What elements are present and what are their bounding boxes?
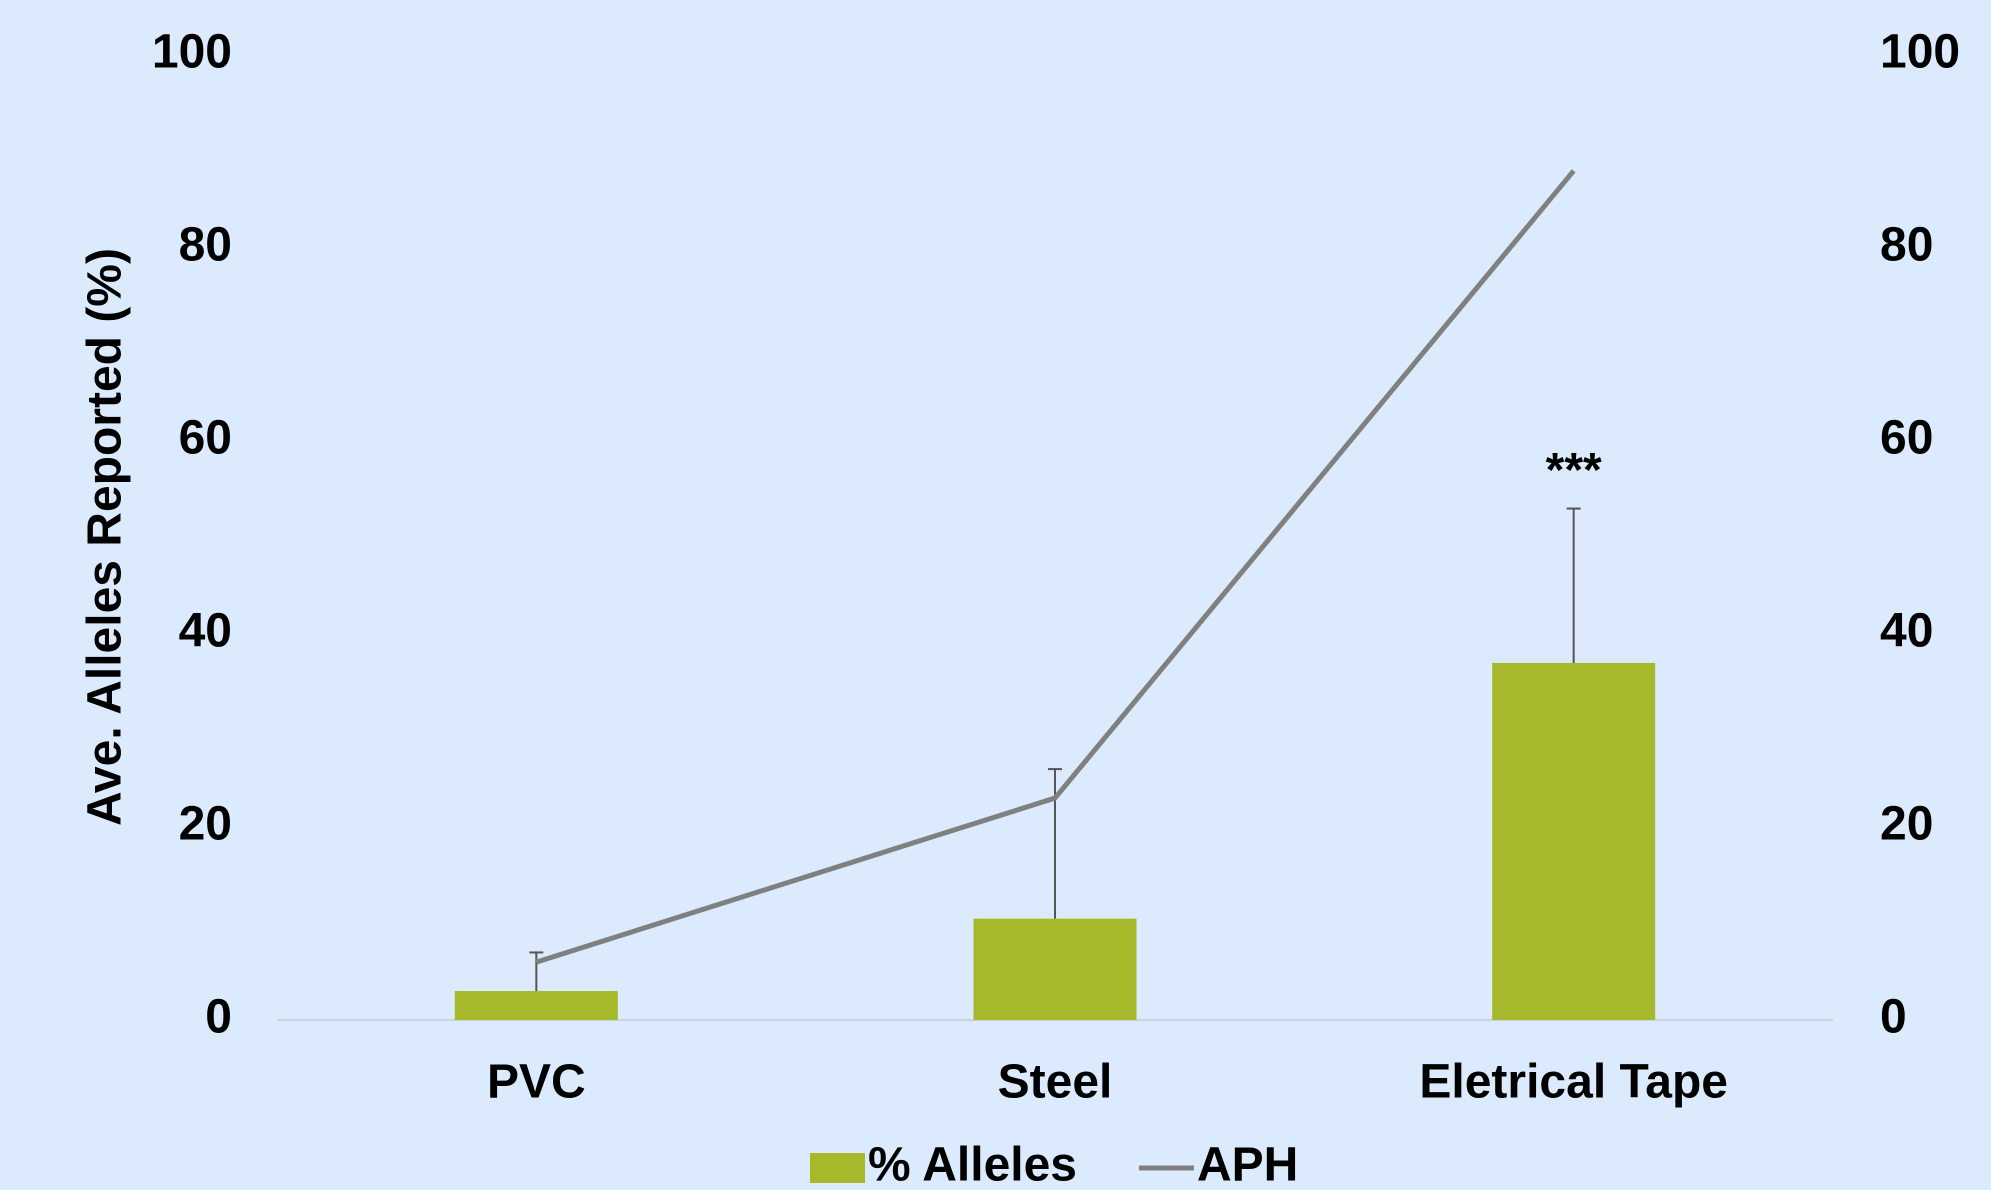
line-series	[535, 169, 1576, 965]
bar	[454, 991, 618, 1020]
y2-tick-label: 100	[1880, 26, 1960, 79]
legend-swatch	[810, 1153, 865, 1183]
x-tick-label: Steel	[998, 1056, 1113, 1109]
y2-tick-label: 80	[1880, 219, 1933, 272]
y2-tick-label: 60	[1880, 412, 1933, 465]
y-tick-label: 80	[179, 219, 232, 272]
y2-tick-label: 20	[1880, 798, 1933, 851]
bar	[973, 918, 1137, 1020]
bar	[1492, 662, 1656, 1020]
annotation: ***	[1546, 444, 1602, 497]
y-tick-label: 20	[179, 798, 232, 851]
x-tick-label: PVC	[487, 1056, 586, 1109]
legend-label: % Alleles	[868, 1139, 1077, 1190]
y-tick-label: 40	[179, 605, 232, 658]
y-tick-label: 0	[205, 991, 232, 1044]
legend-label: APH	[1197, 1139, 1298, 1190]
y-axis-title: Ave. Alleles Reported (%)	[79, 248, 132, 826]
y2-tick-label: 0	[1880, 991, 1907, 1044]
y2-tick-label: 40	[1880, 605, 1933, 658]
x-tick-label: Eletrical Tape	[1419, 1056, 1728, 1109]
y-tick-label: 100	[152, 26, 232, 79]
y-tick-label: 60	[179, 412, 232, 465]
